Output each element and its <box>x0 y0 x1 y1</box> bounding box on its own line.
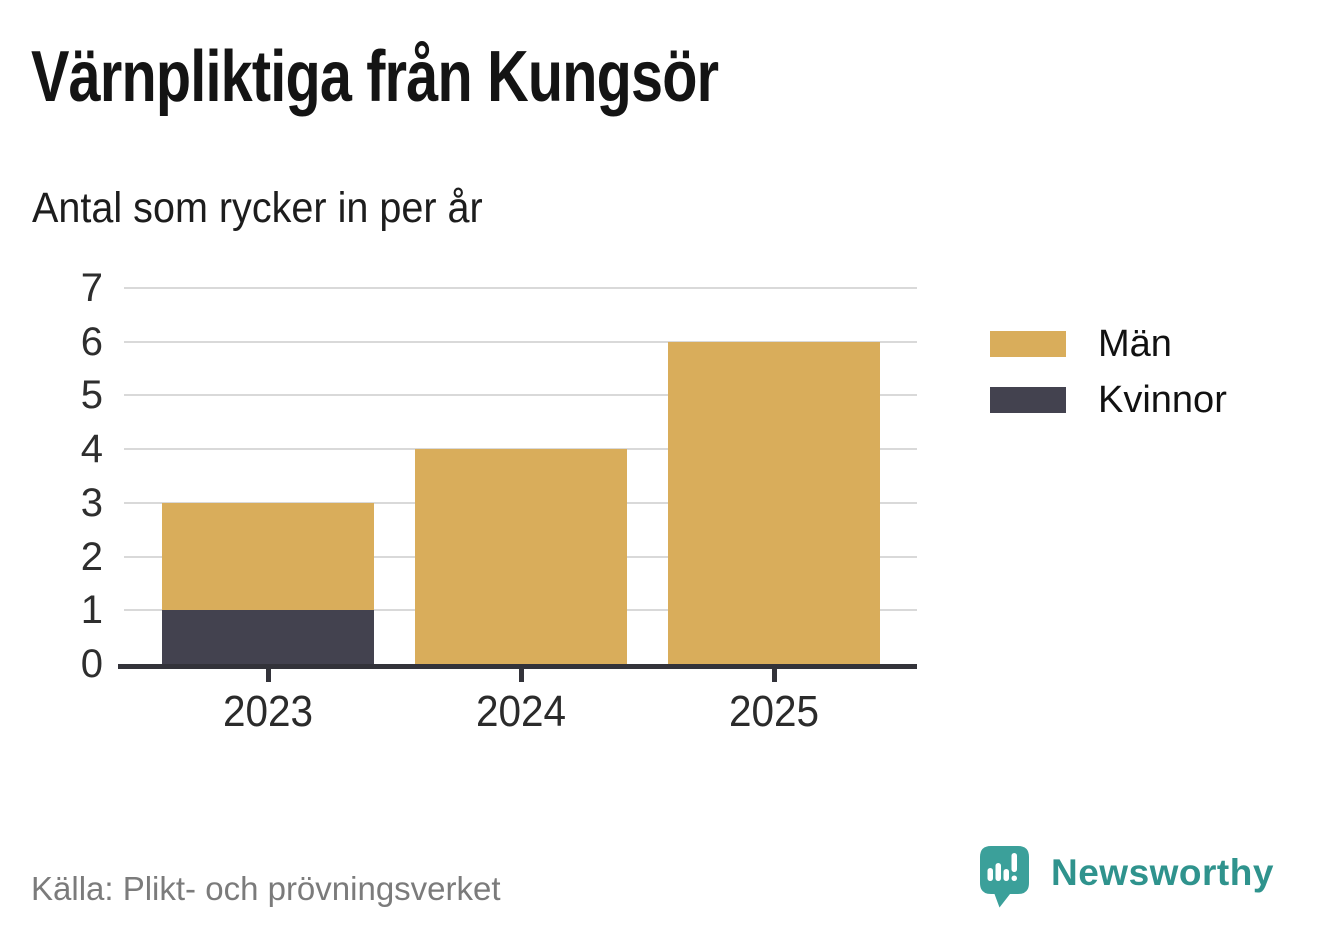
y-axis-tick-label-6: 6 <box>80 319 103 364</box>
legend-label-män: Män <box>1098 323 1172 365</box>
x-axis-tick-2024 <box>519 669 524 682</box>
gridline-5 <box>124 394 917 397</box>
legend-label-kvinnor: Kvinnor <box>1098 379 1227 421</box>
legend-swatch-kvinnor <box>990 387 1066 413</box>
x-axis-label-2025: 2025 <box>728 687 820 736</box>
x-axis-line <box>118 664 917 669</box>
y-axis-tick-label-4: 4 <box>80 427 103 472</box>
y-axis-tick-label-0: 0 <box>80 642 103 686</box>
legend: Män Kvinnor <box>990 323 1227 443</box>
newsworthy-logo-icon <box>980 846 1029 908</box>
newsworthy-logo-text: Newsworthy <box>1051 852 1274 893</box>
x-axis-tick-2025 <box>772 669 777 682</box>
gridline-7 <box>124 287 917 289</box>
x-axis-label-2024: 2024 <box>475 687 567 736</box>
bar-segment-kvinnor-2023 <box>162 610 374 664</box>
y-axis-tick-label-7: 7 <box>80 266 103 310</box>
chart-subtitle: Antal som rycker in per år <box>32 184 483 232</box>
bar-segment-män-2023 <box>162 502 374 611</box>
newsworthy-logo: Newsworthy <box>980 846 1274 908</box>
legend-item-kvinnor: Kvinnor <box>990 379 1227 421</box>
bar-segment-män-2024 <box>415 449 627 664</box>
y-axis-tick-label-1: 1 <box>80 588 103 633</box>
legend-item-män: Män <box>990 323 1227 365</box>
bar-segment-män-2025 <box>668 341 880 664</box>
gridline-6 <box>124 340 917 343</box>
legend-swatch-män <box>990 331 1066 357</box>
x-axis-label-2023: 2023 <box>222 687 314 736</box>
y-axis-tick-label-3: 3 <box>80 480 103 525</box>
source-caption: Källa: Plikt- och prövningsverket <box>31 870 501 907</box>
y-axis-tick-label-2: 2 <box>80 534 103 579</box>
x-axis-tick-2023 <box>266 669 271 682</box>
y-axis-tick-label-5: 5 <box>80 373 103 418</box>
chart-title: Värnpliktiga från Kungsör <box>31 37 719 117</box>
